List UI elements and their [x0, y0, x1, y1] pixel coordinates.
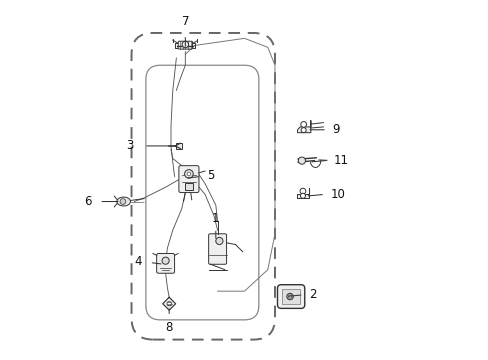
Ellipse shape — [117, 197, 130, 206]
FancyBboxPatch shape — [277, 285, 304, 309]
FancyBboxPatch shape — [208, 234, 226, 264]
Polygon shape — [163, 297, 175, 310]
Circle shape — [182, 41, 188, 48]
Circle shape — [300, 122, 306, 127]
Circle shape — [298, 157, 305, 164]
Text: 5: 5 — [206, 169, 214, 182]
Text: 3: 3 — [126, 139, 133, 152]
Text: 9: 9 — [332, 123, 339, 136]
Circle shape — [300, 193, 305, 198]
Circle shape — [167, 302, 171, 306]
Text: 10: 10 — [330, 188, 345, 201]
Text: 7: 7 — [181, 15, 189, 28]
Text: 4: 4 — [135, 255, 142, 268]
FancyBboxPatch shape — [156, 253, 174, 273]
Circle shape — [301, 128, 305, 133]
Circle shape — [187, 172, 190, 176]
Circle shape — [184, 170, 193, 178]
Circle shape — [120, 199, 125, 204]
Text: 1: 1 — [212, 212, 219, 225]
Text: 8: 8 — [165, 320, 173, 334]
FancyBboxPatch shape — [178, 41, 192, 49]
Bar — [185, 183, 192, 190]
Bar — [282, 289, 300, 304]
FancyBboxPatch shape — [179, 166, 199, 193]
Bar — [176, 143, 182, 149]
Polygon shape — [297, 121, 310, 133]
Text: 6: 6 — [84, 195, 92, 208]
Polygon shape — [297, 188, 308, 198]
Circle shape — [162, 257, 169, 264]
Circle shape — [300, 188, 305, 194]
Circle shape — [288, 295, 291, 298]
Text: 2: 2 — [308, 288, 316, 301]
Circle shape — [286, 293, 293, 300]
Text: 11: 11 — [333, 154, 348, 167]
Circle shape — [215, 237, 223, 244]
